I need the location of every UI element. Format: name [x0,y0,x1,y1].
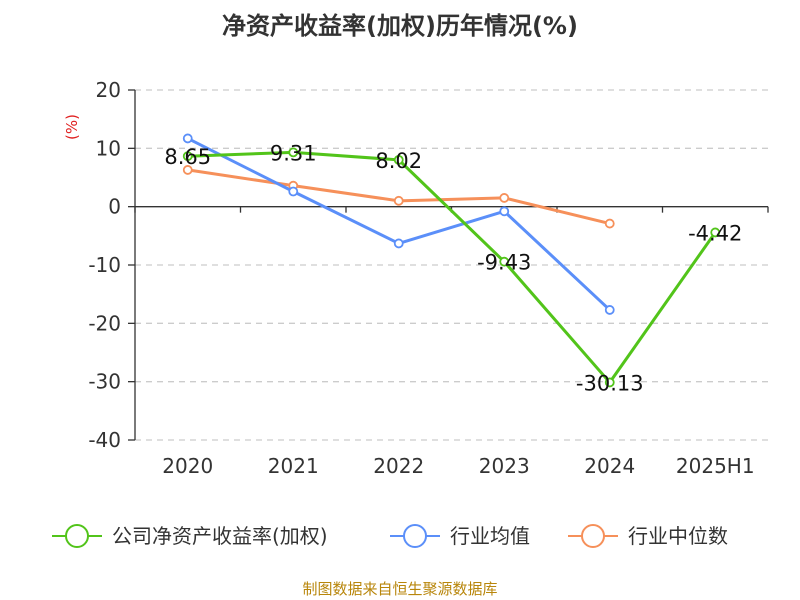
axes: 20 10 0 -10 -20 -30 -40 2020 2021 2022 2023 2024 202… [63,78,769,478]
data-point-industry_avg [499,206,510,217]
y-tick-label: -30 [88,370,121,394]
data-point-company [288,147,299,158]
legend-marker-industry_median [581,524,605,548]
data-point-company [710,227,721,238]
legend-label-company: 公司净资产收益率(加权) [112,524,328,548]
series [182,133,721,388]
data-point-industry_median [393,195,404,206]
x-tick-label: 2020 [162,454,213,478]
gridlines [135,89,768,441]
data-label: -9.43 [477,251,531,275]
data-label: 8.02 [375,149,422,173]
x-tick-label: 2021 [268,454,319,478]
y-tick-label: 10 [96,136,121,160]
data-point-industry_median [182,165,193,175]
series-line-company [187,150,717,384]
data-point-industry_median [499,193,510,203]
data-point-company [499,256,510,267]
data-point-company [393,154,404,165]
data-point-company [182,151,193,162]
x-tick-label: 2025H1 [676,454,755,478]
x-tick-label: 2022 [373,454,424,478]
y-tick-label: -40 [88,428,121,452]
data-label: -30.13 [576,371,644,395]
data-point-industry_avg [604,305,615,315]
y-tick-label: -10 [88,253,121,277]
data-label: 8.65 [164,145,211,169]
x-tick-label: 2023 [479,454,530,478]
data-point-industry_avg [182,133,193,144]
legend-marker-industry_avg [403,524,427,548]
source-note: 制图数据来自恒生聚源数据库 [302,580,498,598]
legend-label-industry_avg: 行业均值 [450,524,530,548]
chart-title: 净资产收益率(加权)历年情况(%) [222,12,578,40]
y-axis-unit-label: (%) [63,114,81,140]
data-point-company [604,377,615,388]
data-labels: 8.65 9.31 8.02 -9.43 -30.13 -4.42 [164,141,742,395]
y-tick-label: 20 [96,78,121,102]
data-point-industry_avg [393,238,404,249]
data-point-industry_avg [288,186,299,197]
x-tick-label: 2024 [584,454,635,478]
y-tick-label: 0 [108,195,121,219]
data-point-industry_median [604,218,615,229]
legend-marker-company [65,524,89,548]
y-tick-label: -20 [88,311,121,335]
legend: 公司净资产收益率(加权) 行业均值 行业中位数 [52,524,728,548]
data-label: 9.31 [270,141,317,165]
legend-label-industry_median: 行业中位数 [628,524,728,548]
data-label: -4.42 [688,221,742,245]
